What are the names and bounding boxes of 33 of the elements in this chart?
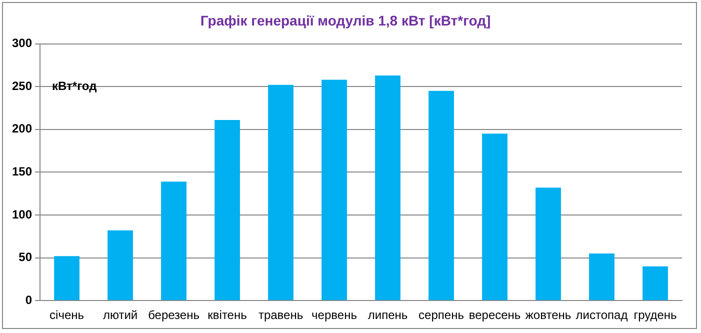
x-tick-label: червень	[312, 308, 357, 322]
x-tick-label: листопад	[576, 308, 628, 322]
y-tick-label: 50	[18, 250, 32, 264]
y-tick-label: 250	[12, 78, 32, 93]
bar	[322, 80, 347, 300]
y-tick-label: 0	[25, 292, 32, 307]
x-tick-label: вересень	[468, 308, 521, 322]
y-axis-title: кВт*год	[52, 78, 98, 93]
chart-title: Графік генерації модулів 1,8 кВт [кВт*год]	[200, 12, 491, 28]
bar	[536, 188, 561, 300]
x-tick-label: серпень	[418, 308, 464, 322]
y-tick-label: 300	[12, 36, 32, 50]
bar	[161, 182, 186, 300]
x-tick-label: березень	[148, 308, 200, 322]
x-tick-label: жовтень	[525, 308, 572, 322]
x-tick-label: грудень	[634, 308, 677, 322]
bar	[589, 254, 614, 300]
bar	[268, 84, 294, 300]
bar	[428, 90, 454, 300]
x-tick-label: лютий	[102, 308, 138, 322]
x-tick-label: липень	[368, 308, 408, 322]
bar	[482, 134, 508, 300]
x-tick-label: квітень	[208, 308, 247, 322]
y-tick-label: 100	[12, 207, 32, 222]
bar	[54, 256, 80, 300]
x-tick-label: травень	[258, 308, 304, 322]
bar	[642, 266, 668, 300]
x-tick-label: січень	[50, 308, 84, 322]
y-tick-label: 200	[12, 122, 32, 136]
bar	[108, 230, 133, 300]
y-tick-label: 150	[12, 164, 32, 179]
bar	[375, 75, 400, 300]
bar	[214, 120, 240, 300]
